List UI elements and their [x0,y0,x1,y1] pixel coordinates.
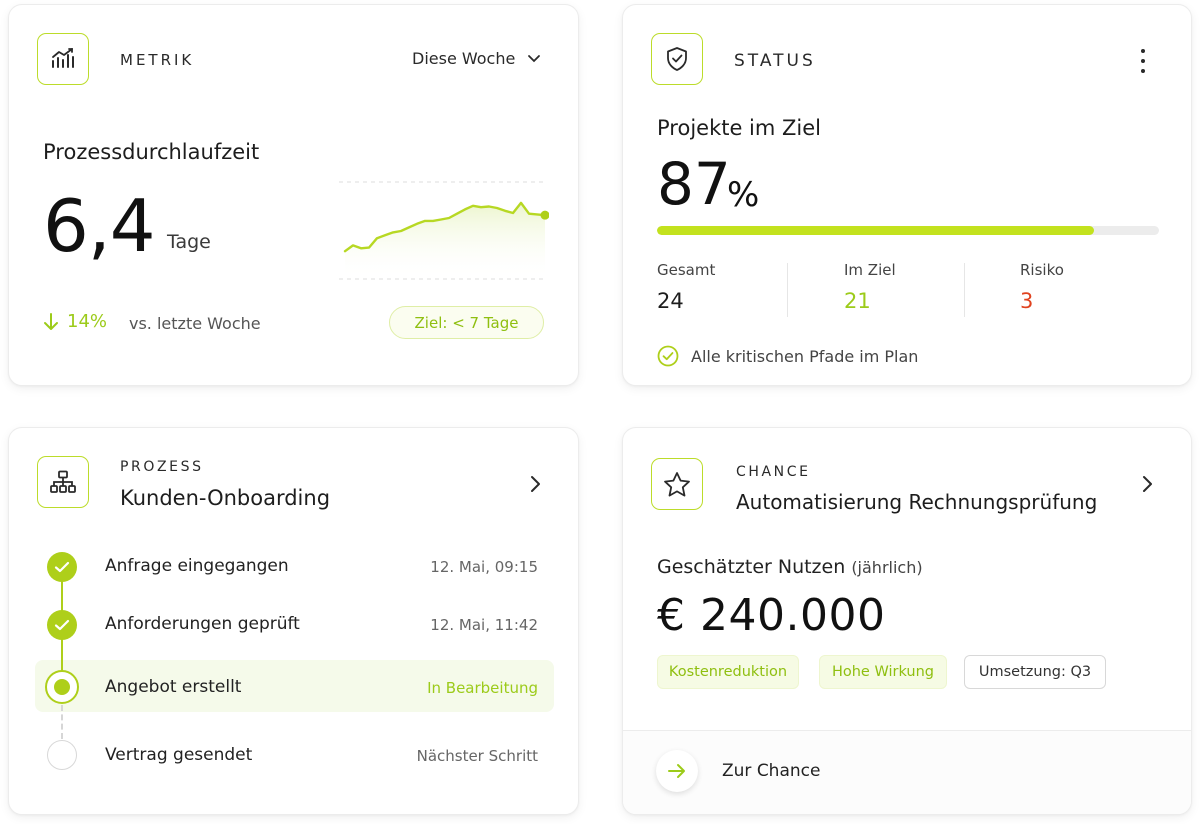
status-percent-sign: % [727,175,760,215]
tag-implementation: Umsetzung: Q3 [964,655,1106,689]
step-title: Anforderungen geprüft [105,614,300,634]
stat-divider [964,263,965,317]
benefit-label: Geschätzter Nutzen (jährlich) [657,556,923,578]
status-card: STATUS Projekte im Ziel 87 % Gesamt 24 I… [622,4,1192,386]
metric-label: METRIK [120,51,195,69]
chevron-down-icon [528,54,541,62]
goal-badge: Ziel: < 7 Tage [389,306,544,339]
sparkline-end-dot [540,210,549,220]
timeline-connector [61,581,63,611]
status-progress-fill [657,226,1094,235]
step-pending-icon [47,740,77,770]
stat-label-on-target: Im Ziel [844,261,896,279]
tag-high-impact: Hohe Wirkung [819,655,947,689]
go-to-chance-link[interactable]: Zur Chance [722,761,821,781]
active-step-highlight [35,660,554,712]
trend-indicator: 14% [43,311,107,332]
benefit-label-text: Geschätzter Nutzen [657,556,846,578]
chance-card[interactable]: CHANCE Automatisierung Rechnungsprüfung … [622,427,1192,815]
card-footer[interactable] [623,731,1191,814]
status-percent: 87 [657,150,731,218]
trend-value: 14% [67,311,108,332]
star-icon [651,458,703,510]
check-circle-icon [657,345,679,367]
stat-divider [787,263,788,317]
process-label: PROZESS [120,459,204,475]
more-options-icon[interactable] [1133,47,1153,75]
sparkline-area [345,202,545,279]
stat-value-total: 24 [657,289,684,313]
chance-label: CHANCE [736,464,811,480]
stat-label-risk: Risiko [1020,261,1064,279]
process-title: Kunden-Onboarding [120,486,331,510]
step-done-icon [47,610,77,640]
stat-value-on-target: 21 [844,289,871,313]
step-done-icon [47,552,77,582]
process-card[interactable]: PROZESS Kunden-Onboarding Anfrage eingeg… [8,427,579,815]
step-meta: In Bearbeitung [427,679,538,697]
stat-label-total: Gesamt [657,261,716,279]
status-label: STATUS [734,51,816,71]
sparkline-line [343,201,547,253]
metric-title: Prozessdurchlaufzeit [43,140,260,164]
benefit-value: € 240.000 [657,590,886,641]
stat-value-risk: 3 [1020,289,1034,313]
status-note-text: Alle kritischen Pfade im Plan [691,346,919,366]
shield-check-icon [651,33,703,85]
step-meta: 12. Mai, 09:15 [430,558,538,576]
status-title: Projekte im Ziel [657,116,822,140]
step-active-icon [45,670,79,704]
step-title: Anfrage eingegangen [105,556,289,576]
metric-card: METRIK Diese Woche Prozessdurchlaufzeit … [8,4,579,386]
period-dropdown-label: Diese Woche [412,49,516,68]
card-divider [623,730,1191,731]
step-title: Vertrag gesendet [105,745,253,765]
status-progress-bar [657,226,1159,235]
hierarchy-icon [37,456,89,508]
tag-cost-reduction: Kostenreduktion [657,655,799,689]
chance-title: Automatisierung Rechnungsprüfung [736,490,1098,514]
timeline-connector-dashed [61,705,63,739]
metric-unit: Tage [167,231,211,253]
metric-value: 6,4 [43,184,156,268]
status-note: Alle kritischen Pfade im Plan [657,345,918,367]
chevron-right-icon[interactable] [525,474,545,494]
go-to-chance-button[interactable] [656,750,698,792]
arrow-down-icon [44,312,58,330]
step-meta: 12. Mai, 11:42 [430,616,538,634]
benefit-label-sub: (jährlich) [851,558,923,577]
bar-chart-icon [37,33,89,85]
period-dropdown[interactable]: Diese Woche [412,49,541,68]
step-meta: Nächster Schritt [416,747,538,765]
trend-text: vs. letzte Woche [129,314,261,333]
step-title: Angebot erstellt [105,677,242,697]
chevron-right-icon[interactable] [1137,474,1157,494]
arrow-right-icon [668,764,685,778]
timeline-connector [61,639,63,673]
sparkline-chart [339,181,549,280]
